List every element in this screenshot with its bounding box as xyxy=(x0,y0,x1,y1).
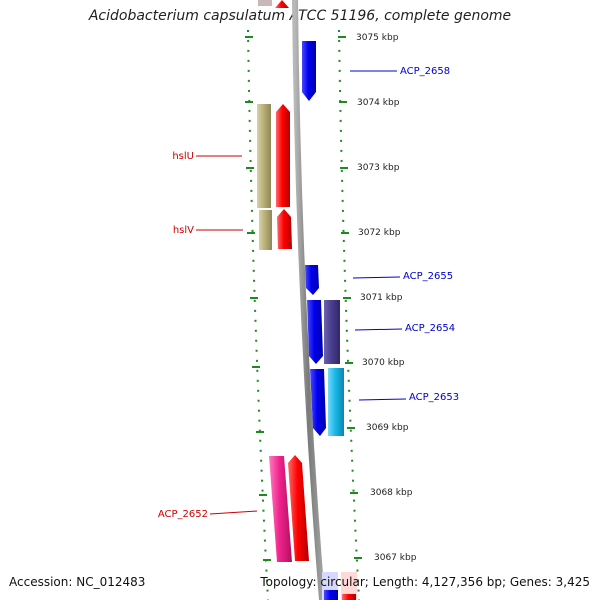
topology-text: Topology: circular; Length: 4,127,356 bp… xyxy=(260,575,590,589)
gene-acp-2655[interactable] xyxy=(305,265,319,295)
gene-acp-2652[interactable] xyxy=(269,456,292,562)
gene-bottom-clipped[interactable] xyxy=(322,572,357,600)
gene-label-acp-2658[interactable]: ACP_2658 xyxy=(400,66,450,77)
gene-label-acp-2653[interactable]: ACP_2653 xyxy=(409,392,459,403)
gene-hslv[interactable] xyxy=(277,209,292,249)
gene-acp-2658[interactable] xyxy=(302,41,316,101)
scale-labels: 3075 kbp 3074 kbp 3073 kbp 3072 kbp 3071… xyxy=(356,33,417,563)
accession-text: Accession: NC_012483 xyxy=(9,575,146,589)
genome-backbone xyxy=(292,0,325,600)
scale-label: 3072 kbp xyxy=(358,228,401,238)
gene-label-acp-2652[interactable]: ACP_2652 xyxy=(158,509,208,520)
scale-label: 3074 kbp xyxy=(357,98,400,108)
gene-acp-2652-partner[interactable] xyxy=(288,455,309,561)
scale-label: 3067 kbp xyxy=(374,553,417,563)
gene-hslu[interactable] xyxy=(276,104,290,207)
scale-label: 3075 kbp xyxy=(356,33,399,43)
scale-label: 3071 kbp xyxy=(360,293,403,303)
right-tick-column xyxy=(338,29,360,600)
gene-acp-2653[interactable] xyxy=(310,369,326,436)
gene-olive-2[interactable] xyxy=(259,210,272,250)
gene-top-clipped[interactable] xyxy=(258,0,289,8)
scale-label: 3073 kbp xyxy=(357,163,400,173)
scale-label: 3070 kbp xyxy=(362,358,405,368)
right-leaders xyxy=(350,70,407,401)
gene-acp-2653-partner[interactable] xyxy=(328,368,344,436)
gene-olive-1[interactable] xyxy=(257,104,271,208)
scale-label: 3068 kbp xyxy=(370,488,413,498)
scale-label: 3069 kbp xyxy=(366,423,409,433)
gene-label-hslv[interactable]: hslV xyxy=(173,225,194,236)
left-leaders xyxy=(196,155,258,515)
gene-label-acp-2655[interactable]: ACP_2655 xyxy=(403,271,453,282)
gene-acp-2654-partner[interactable] xyxy=(324,300,340,364)
gene-label-acp-2654[interactable]: ACP_2654 xyxy=(405,323,455,334)
genome-title: Acidobacterium capsulatum ATCC 51196, co… xyxy=(88,8,512,24)
gene-acp-2654[interactable] xyxy=(307,300,323,364)
scale-ticks xyxy=(245,36,362,561)
gene-label-hslu[interactable]: hslU xyxy=(172,151,194,162)
